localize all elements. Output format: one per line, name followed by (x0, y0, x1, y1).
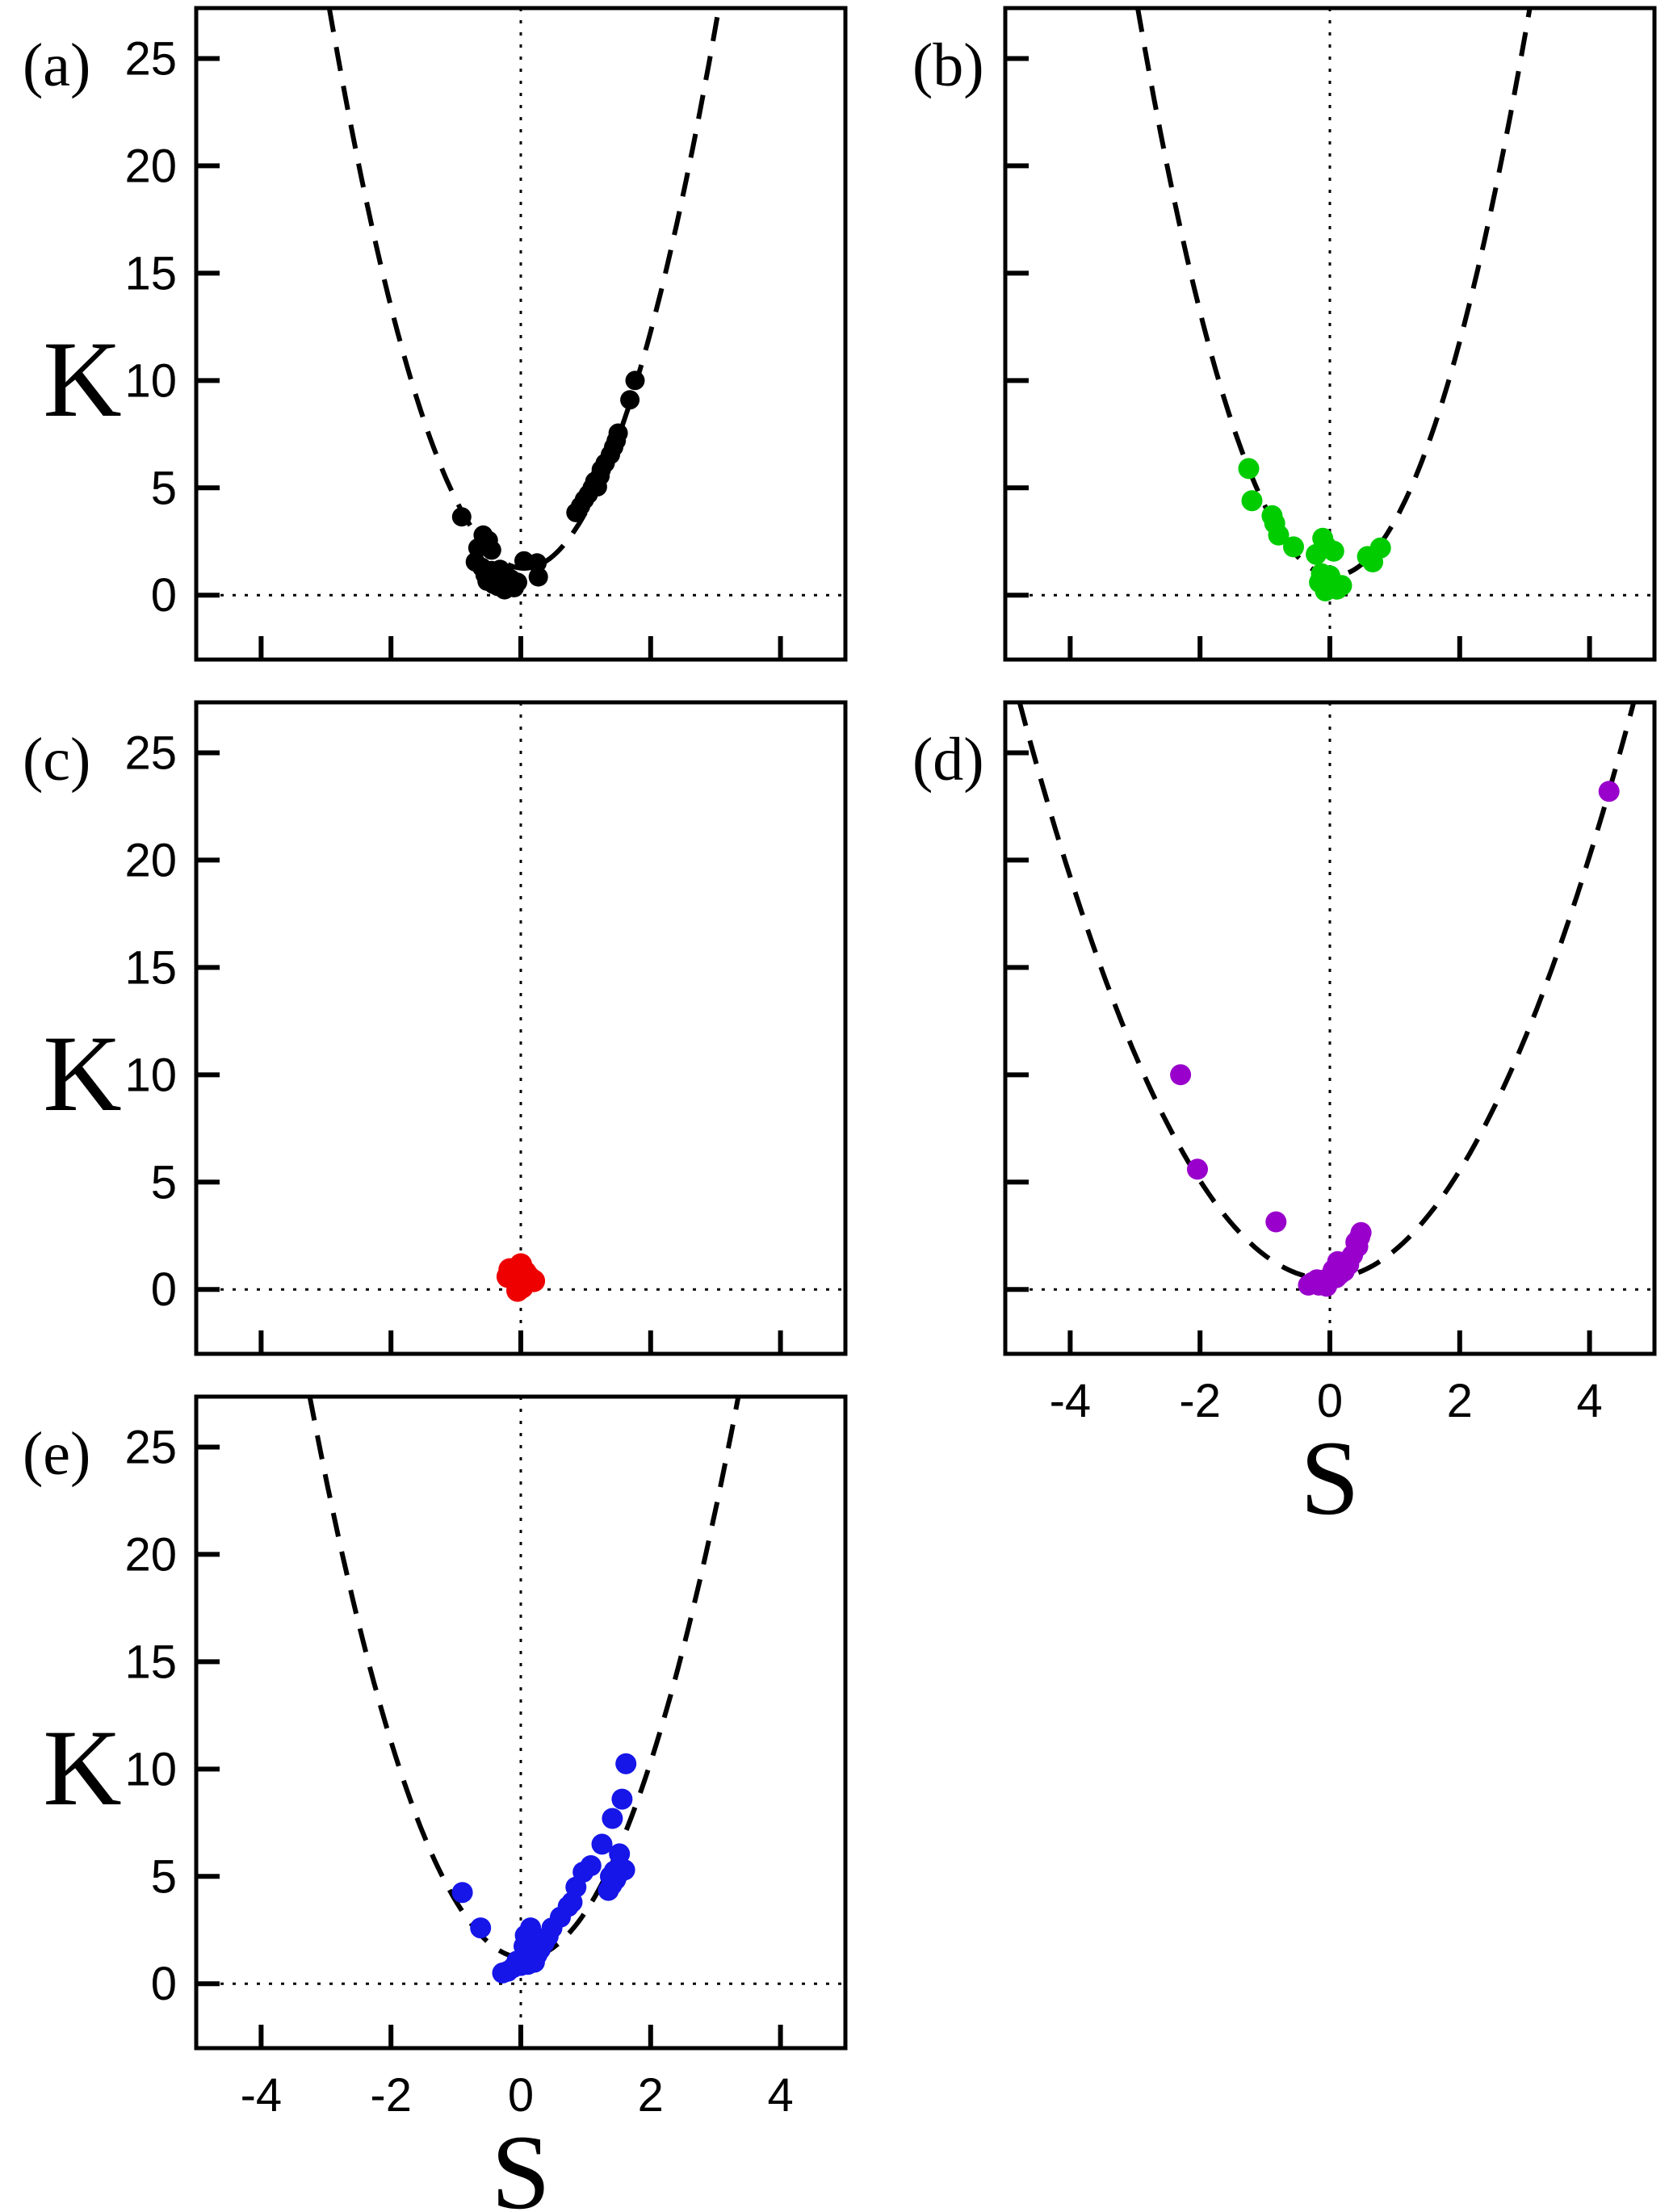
panel-label-d: (d) (912, 726, 984, 794)
panel-e: 0 5 10 15 20 25 -4 -2 0 2 4 (e) K S (23, 1394, 848, 2212)
y-tick-label: 20 (124, 140, 177, 192)
data-point (1331, 575, 1352, 597)
data-points (451, 371, 645, 600)
x-axis-title: S (491, 2113, 550, 2212)
data-point (609, 1843, 631, 1865)
x-tick-label: 0 (1317, 1375, 1343, 1427)
y-axis-title: K (43, 1708, 122, 1829)
data-point (1339, 1249, 1361, 1270)
y-tick-label: 0 (151, 1263, 177, 1316)
data-point (602, 1808, 623, 1829)
data-points (451, 1753, 637, 1984)
x-tick-label: 4 (1576, 1375, 1602, 1427)
data-point (1598, 781, 1620, 802)
data-point (600, 1866, 621, 1887)
x-tick-label: -4 (241, 2069, 283, 2122)
data-point (527, 553, 547, 573)
panel-label-c: (c) (23, 726, 90, 794)
panel-label-e: (e) (23, 1420, 90, 1488)
data-points (496, 1253, 546, 1302)
y-axis-title: K (43, 1014, 122, 1134)
y-tick-label: 20 (124, 1528, 177, 1581)
data-point (608, 423, 628, 443)
data-points (1238, 458, 1391, 601)
data-point (451, 1882, 473, 1904)
y-tick-label: 20 (124, 834, 177, 886)
x-axis-title: S (1300, 1418, 1359, 1537)
x-tick-label: -2 (370, 2069, 412, 2122)
data-point (528, 567, 548, 587)
data-points (1170, 781, 1620, 1297)
data-point (508, 572, 527, 593)
x-tick-label: 2 (638, 2069, 664, 2122)
data-point (1265, 1211, 1287, 1233)
y-tick-label: 25 (124, 1421, 177, 1473)
data-point (615, 1753, 637, 1774)
y-tick-label: 0 (151, 569, 177, 622)
data-point (591, 1833, 613, 1855)
data-point (506, 1279, 529, 1302)
panel-d: -4 -2 0 2 4 (d) S (912, 700, 1657, 1537)
y-tick-label: 5 (151, 1156, 177, 1209)
data-point (611, 1788, 633, 1810)
fit-curve (1135, 7, 1533, 579)
x-tick-label: -4 (1050, 1375, 1092, 1427)
data-point (620, 390, 640, 410)
data-point (580, 1855, 602, 1876)
panel-b: (b) (912, 6, 1657, 662)
data-point (1283, 536, 1304, 558)
data-point (1268, 524, 1289, 546)
data-point (1170, 1064, 1192, 1086)
y-tick-label: 10 (124, 354, 177, 407)
data-point (625, 371, 645, 391)
data-point (522, 1269, 546, 1292)
y-tick-label: 0 (151, 1958, 177, 2010)
x-tick-label: 0 (508, 2069, 534, 2122)
data-point (1187, 1158, 1208, 1180)
fit-curve (326, 7, 722, 572)
x-tick-label: -2 (1179, 1375, 1221, 1427)
x-tick-label: 2 (1447, 1375, 1473, 1427)
panel-c: 0 5 10 15 20 25 (c) K (23, 700, 848, 1356)
x-tick-label: 4 (767, 2069, 793, 2122)
y-tick-label: 25 (124, 32, 177, 85)
y-tick-label: 5 (151, 462, 177, 514)
fit-curve (1017, 702, 1637, 1281)
data-point (451, 507, 472, 527)
y-tick-label: 25 (124, 727, 177, 779)
data-point (1323, 540, 1344, 562)
data-point (481, 540, 501, 560)
y-tick-label: 15 (124, 941, 177, 994)
data-point (1241, 490, 1263, 512)
panel-label-b: (b) (912, 31, 984, 99)
y-tick-label: 10 (124, 1049, 177, 1101)
data-point (470, 1917, 492, 1939)
panel-a: 0 5 10 15 20 25 (a) K (23, 6, 848, 662)
fit-curve (307, 1396, 741, 1961)
y-axis-title: K (43, 320, 122, 440)
y-tick-label: 15 (124, 247, 177, 300)
data-point (1369, 537, 1391, 559)
data-point (1238, 458, 1260, 480)
y-tick-label: 15 (124, 1636, 177, 1688)
panel-label-a: (a) (23, 31, 90, 99)
data-point (514, 1935, 535, 1957)
y-tick-label: 10 (124, 1743, 177, 1795)
y-tick-label: 5 (151, 1850, 177, 1903)
